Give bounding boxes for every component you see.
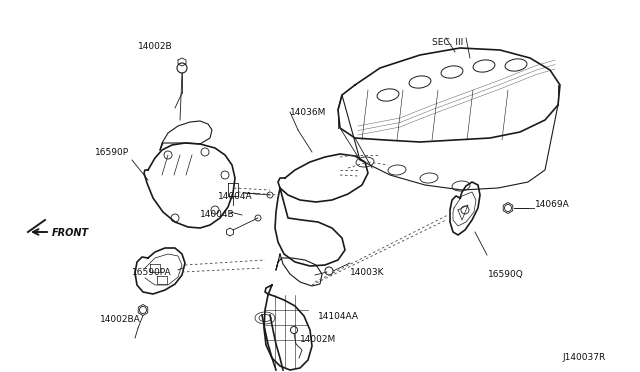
Text: 14069A: 14069A <box>535 200 570 209</box>
Text: SEC. III: SEC. III <box>432 38 463 47</box>
Text: J140037R: J140037R <box>562 353 605 362</box>
Text: 14002BA: 14002BA <box>100 315 141 324</box>
Text: 16590P: 16590P <box>95 148 129 157</box>
Text: 16590PA: 16590PA <box>132 268 172 277</box>
Text: 14002B: 14002B <box>138 42 173 51</box>
Text: 14104AA: 14104AA <box>318 312 359 321</box>
Text: 14003K: 14003K <box>350 268 385 277</box>
Text: 14036M: 14036M <box>290 108 326 117</box>
Text: 16590Q: 16590Q <box>488 270 524 279</box>
Text: 14004B: 14004B <box>200 210 235 219</box>
Text: FRONT: FRONT <box>52 228 89 238</box>
Text: 14002M: 14002M <box>300 335 336 344</box>
Text: 14004A: 14004A <box>218 192 253 201</box>
